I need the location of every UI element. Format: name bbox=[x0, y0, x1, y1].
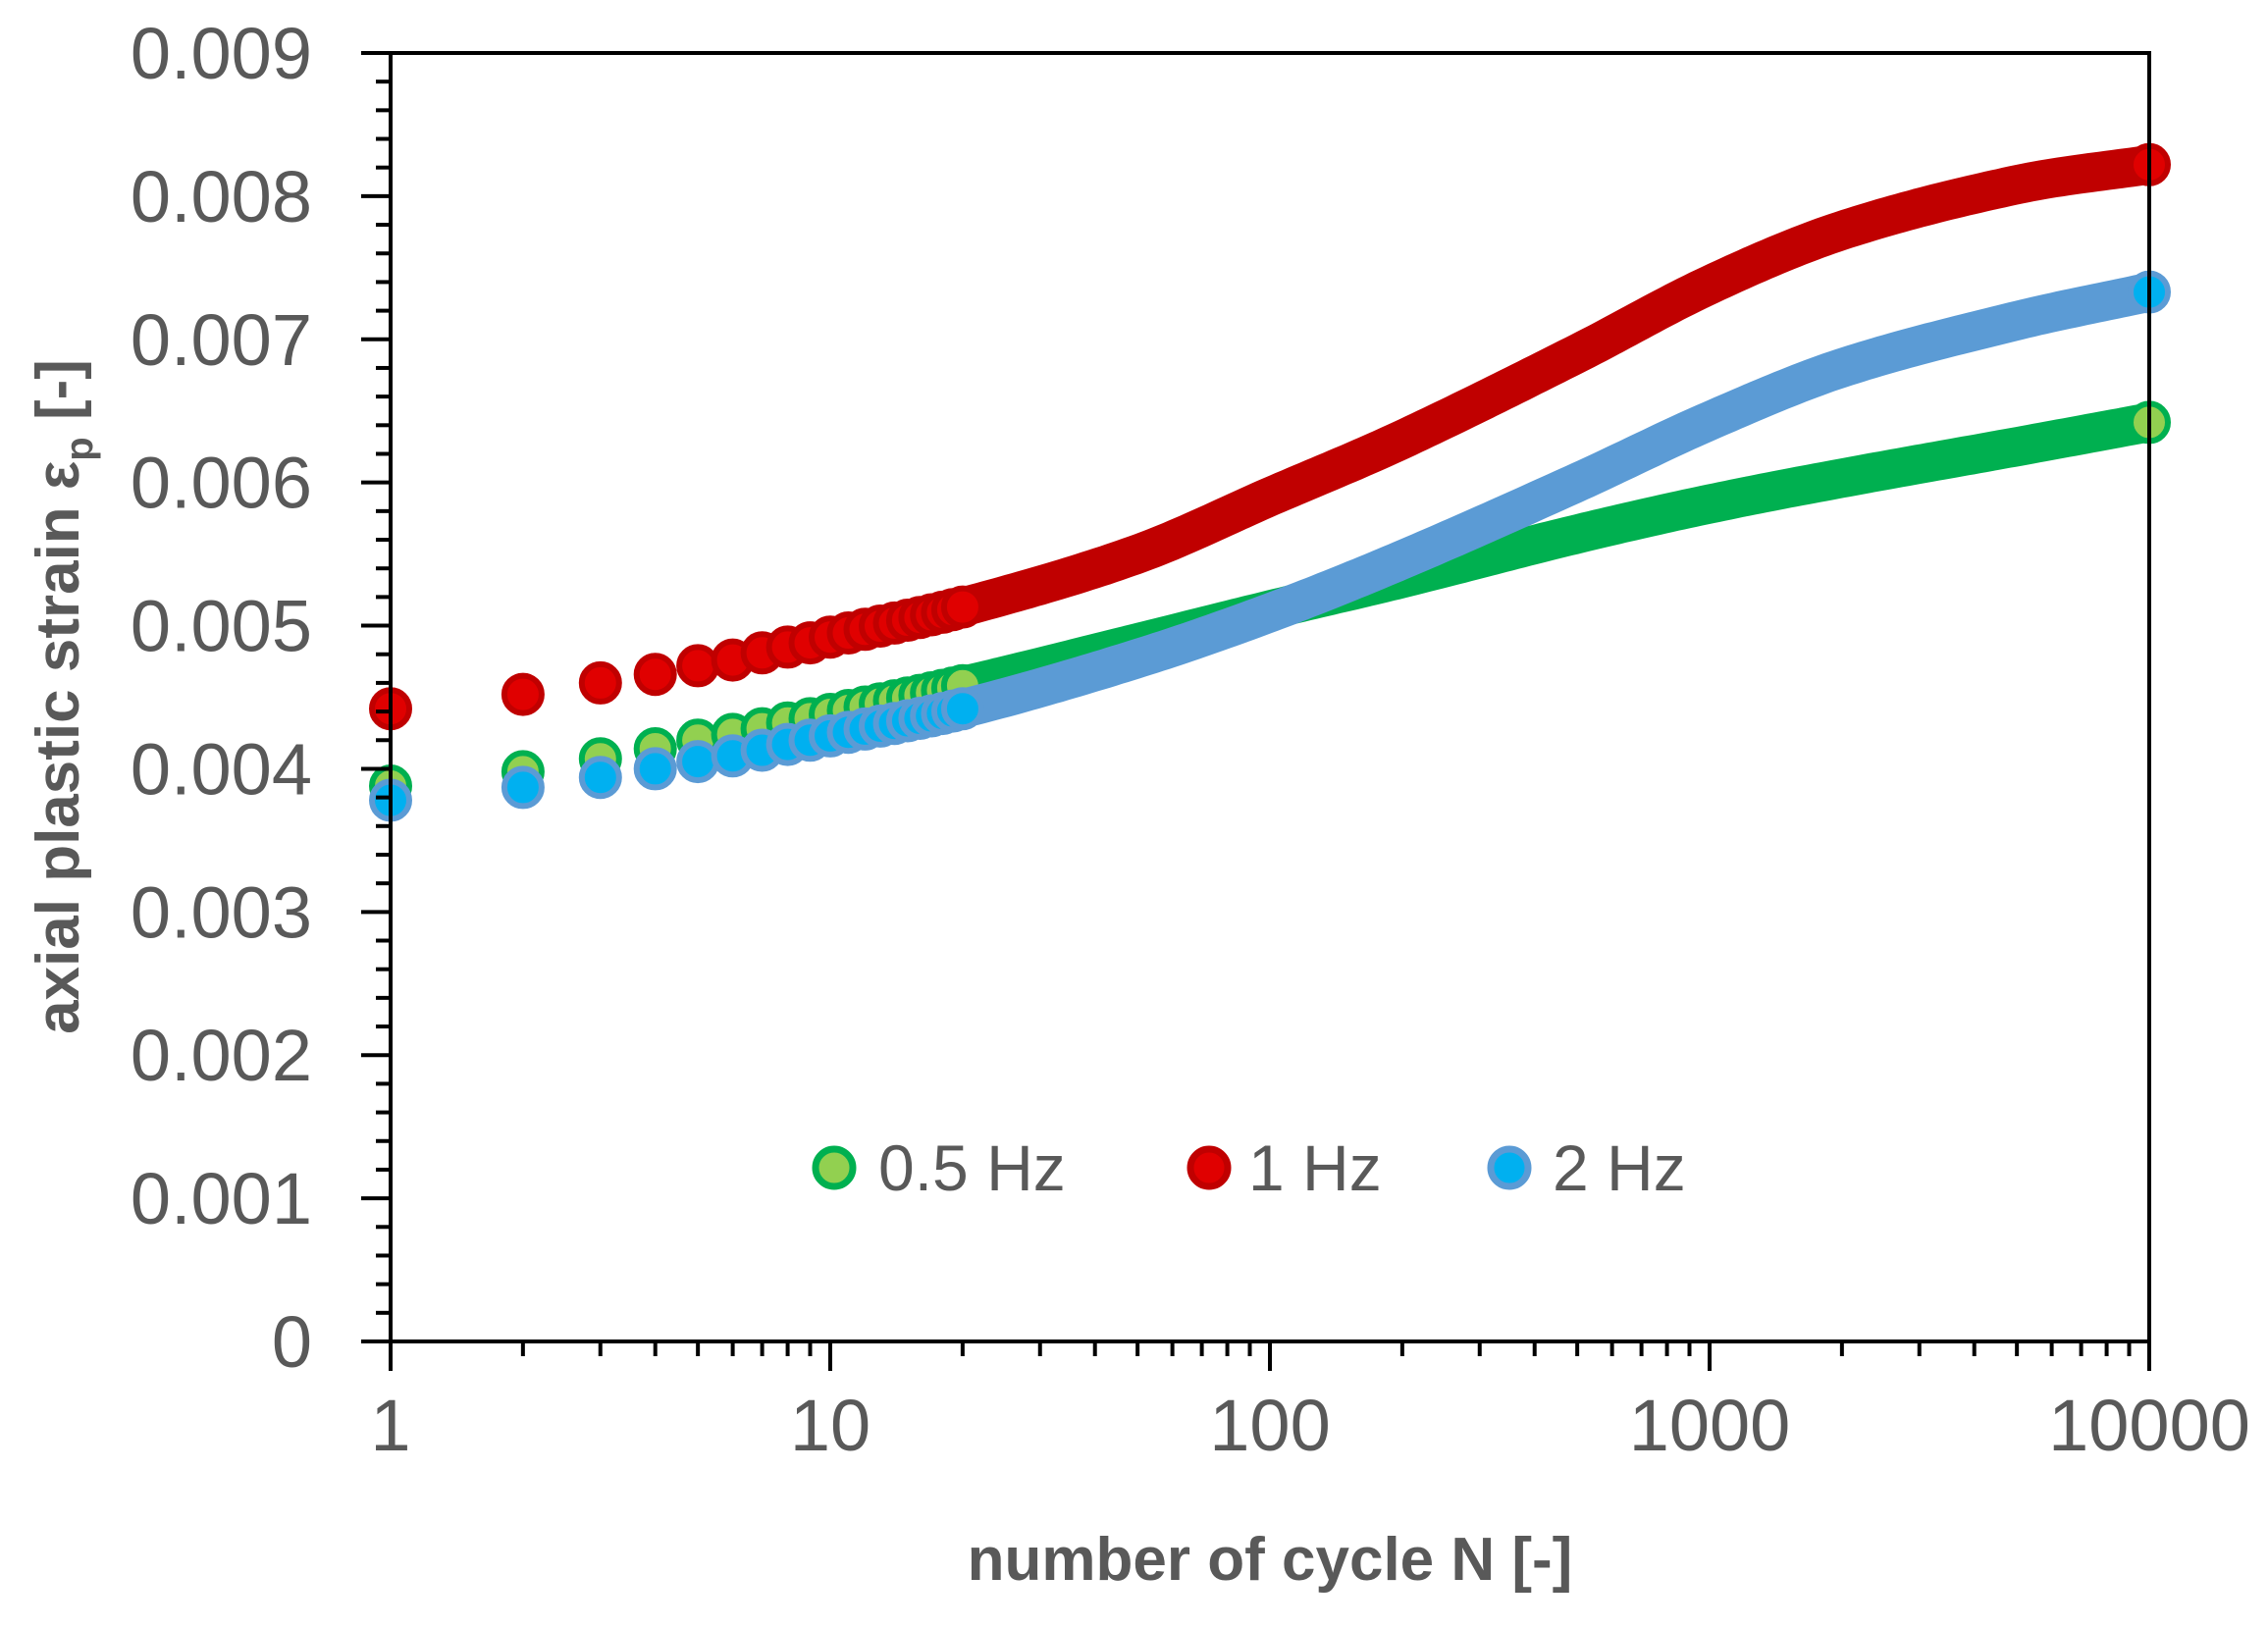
legend-marker-2hz bbox=[1487, 1145, 1532, 1190]
data-point bbox=[940, 585, 984, 629]
y-tick-label: 0.005 bbox=[131, 586, 312, 667]
x-tick-label: 10 bbox=[790, 1385, 870, 1466]
series-band-2hz bbox=[942, 272, 2169, 729]
data-point bbox=[940, 687, 984, 731]
y-tick-label: 0.001 bbox=[131, 1158, 312, 1239]
data-point bbox=[578, 756, 622, 800]
x-tick-label: 1 bbox=[370, 1385, 410, 1466]
data-point bbox=[633, 653, 677, 697]
legend-marker-1hz bbox=[1187, 1145, 1232, 1190]
x-tick-label: 10000 bbox=[2048, 1385, 2250, 1466]
data-point bbox=[633, 747, 677, 791]
legend-label-1hz: 1 Hz bbox=[1248, 1131, 1382, 1204]
series-band-1hz bbox=[942, 144, 2169, 627]
y-tick-label: 0.007 bbox=[131, 299, 312, 381]
y-axis-title: axial plastic strain εp [-] bbox=[25, 359, 101, 1034]
y-tick-label: 0.002 bbox=[131, 1015, 312, 1096]
y-tick-label: 0.008 bbox=[131, 156, 312, 237]
axis-ticks bbox=[361, 51, 2151, 1371]
data-point bbox=[676, 644, 720, 688]
data-point bbox=[578, 660, 622, 705]
series-1hz bbox=[369, 142, 2171, 731]
y-axis-title-main: axial plastic strain ε bbox=[25, 461, 92, 1034]
y-axis-title-subscript: p bbox=[58, 437, 101, 460]
x-tick-label: 100 bbox=[1209, 1385, 1330, 1466]
legend: 0.5 Hz 1 Hz 2 Hz bbox=[812, 1131, 1686, 1204]
tick-labels: 0 0.001 0.002 0.003 0.004 0.005 0.006 0.007 0.00… bbox=[131, 13, 2250, 1466]
data-point bbox=[501, 765, 545, 810]
y-tick-label: 0 bbox=[272, 1301, 312, 1383]
data-point bbox=[676, 740, 720, 784]
legend-marker-0.5hz bbox=[812, 1145, 857, 1190]
y-tick-label: 0.003 bbox=[131, 871, 312, 953]
y-axis-title-suffix: [-] bbox=[25, 359, 92, 437]
y-tick-label: 0.009 bbox=[131, 13, 312, 94]
y-tick-label: 0.006 bbox=[131, 443, 312, 524]
series-2hz bbox=[369, 270, 2171, 822]
series-layer bbox=[369, 142, 2171, 822]
x-tick-label: 1000 bbox=[1629, 1385, 1791, 1466]
legend-label-2hz: 2 Hz bbox=[1553, 1131, 1686, 1204]
x-axis-title: number of cycle N [-] bbox=[968, 1526, 1573, 1594]
y-tick-label: 0.004 bbox=[131, 728, 312, 810]
legend-label-0.5hz: 0.5 Hz bbox=[878, 1131, 1066, 1204]
data-point bbox=[501, 672, 545, 716]
